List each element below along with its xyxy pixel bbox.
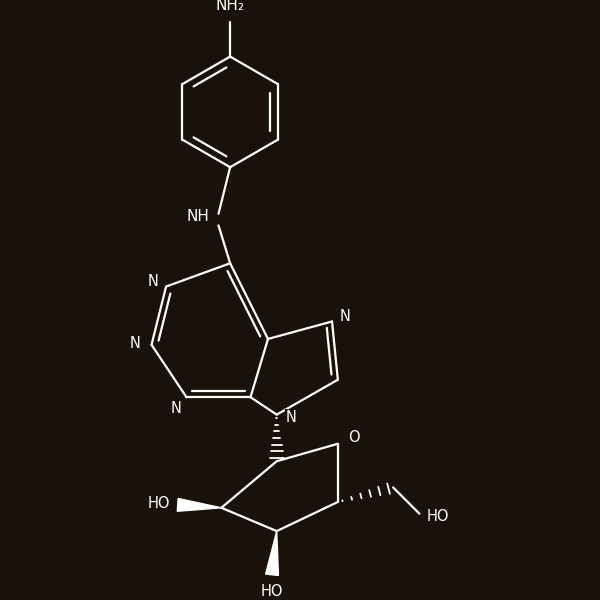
Text: HO: HO [148,496,170,511]
Text: N: N [286,410,297,425]
Polygon shape [266,531,278,575]
Text: NH: NH [187,209,209,224]
Text: HO: HO [261,584,283,599]
Text: N: N [340,310,350,325]
Text: N: N [148,274,159,289]
Text: O: O [349,430,360,445]
Text: N: N [170,401,181,416]
Text: N: N [130,336,140,351]
Text: HO: HO [427,509,449,524]
Text: NH₂: NH₂ [215,0,245,13]
Polygon shape [178,499,221,511]
